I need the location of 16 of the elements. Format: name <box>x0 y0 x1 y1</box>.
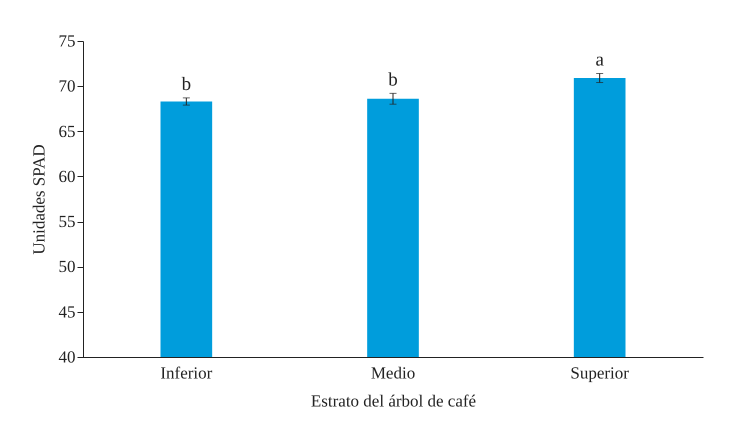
y-tick-label: 60 <box>58 166 76 186</box>
y-axis-title: Unidades SPAD <box>30 144 48 255</box>
x-axis-title: Estrato del árbol de café <box>310 392 476 410</box>
x-tick-label: Medio <box>370 364 416 382</box>
y-tick-label: 75 <box>58 32 76 50</box>
y-tick-label: 40 <box>58 348 76 366</box>
y-tick-label: 65 <box>58 122 76 141</box>
x-tick-label: Superior <box>570 364 630 382</box>
y-tick-label: 55 <box>58 212 76 232</box>
annotation: a <box>595 50 604 71</box>
x-tick-label: Inferior <box>160 364 213 382</box>
annotation: b <box>388 69 398 90</box>
annotation: b <box>182 74 192 95</box>
y-tick-label: 50 <box>58 257 76 276</box>
y-tick-label: 70 <box>58 76 76 96</box>
y-tick-label: 45 <box>58 302 76 322</box>
